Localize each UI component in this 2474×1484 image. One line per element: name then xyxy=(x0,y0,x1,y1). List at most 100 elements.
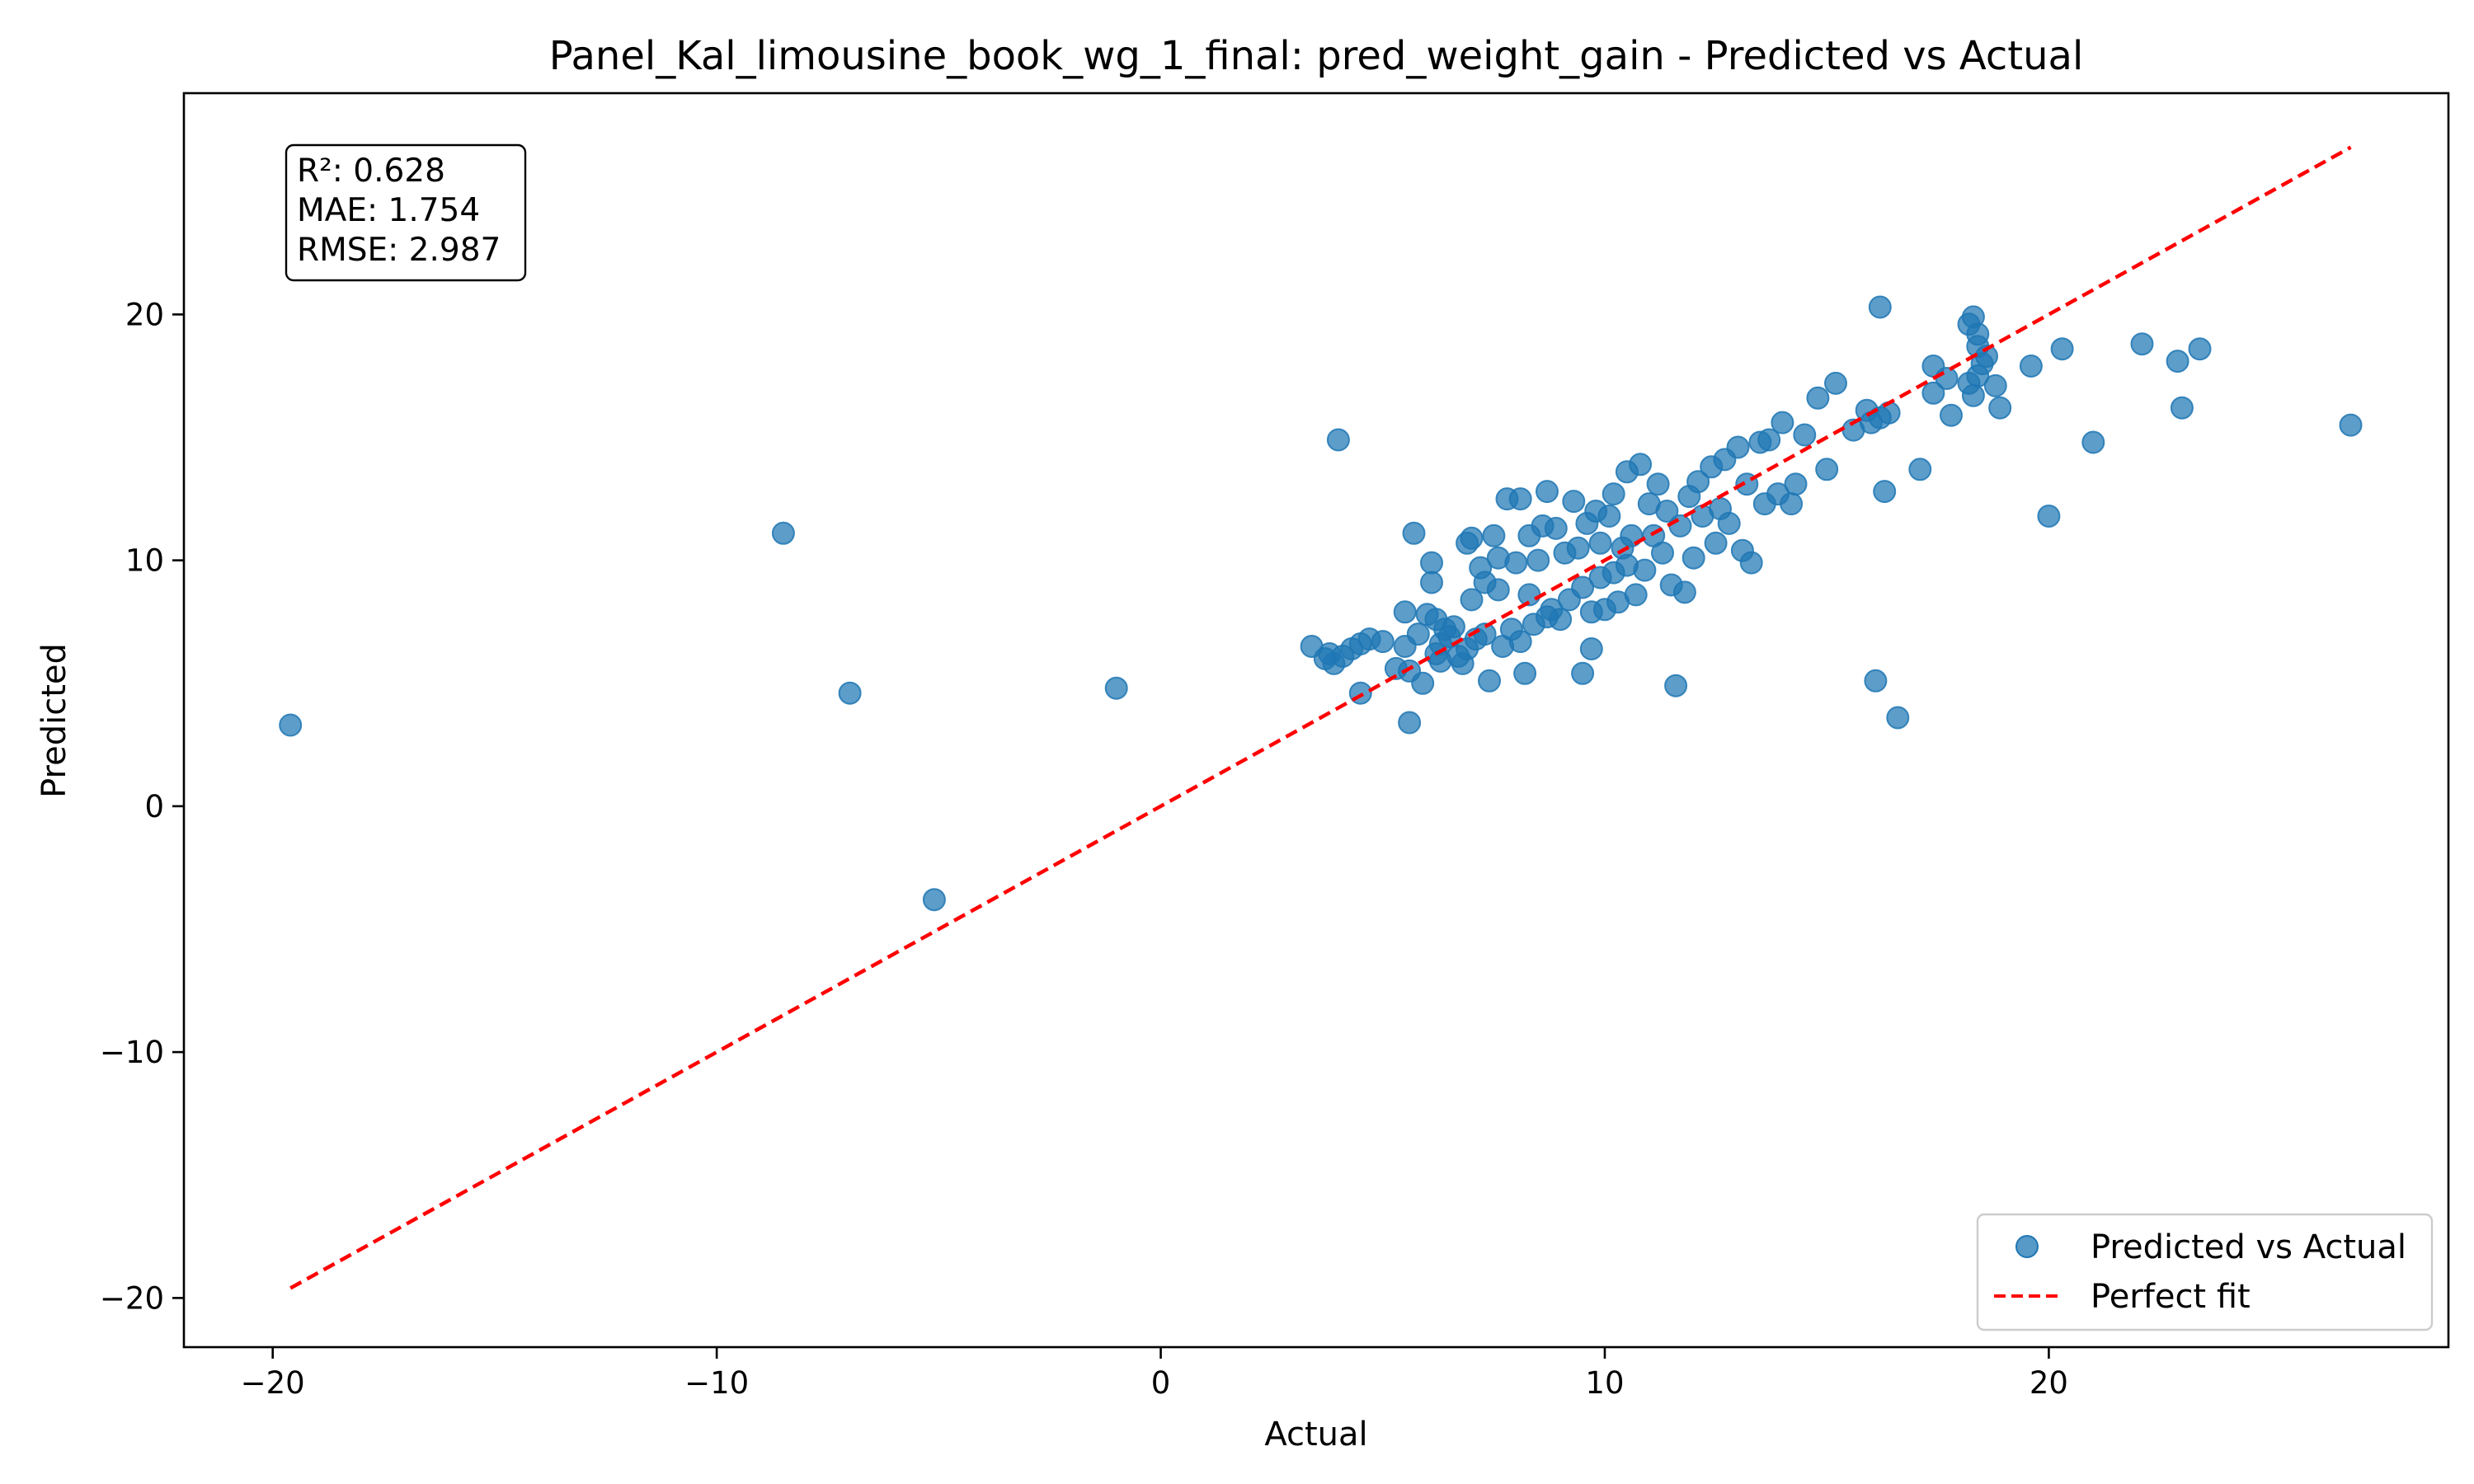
data-point xyxy=(1513,661,1537,685)
data-point xyxy=(1526,548,1550,572)
data-point xyxy=(771,521,795,545)
stats-box: R²: 0.628 MAE: 1.754 RMSE: 2.987 xyxy=(285,143,527,282)
y-tick-label: −20 xyxy=(100,1280,164,1316)
stats-box-frame xyxy=(285,143,527,282)
data-point xyxy=(1442,615,1465,639)
data-point xyxy=(1966,322,1990,346)
data-point xyxy=(1398,711,1422,735)
stats-mae: MAE: 1.754 xyxy=(297,192,480,229)
data-point xyxy=(2339,413,2363,437)
data-point xyxy=(1815,458,1839,481)
data-point xyxy=(1406,622,1430,646)
data-point xyxy=(1704,531,1728,555)
data-point xyxy=(838,681,862,705)
y-axis-ticks: −20 −10 0 10 20 xyxy=(100,297,184,1316)
data-point xyxy=(1940,403,1963,427)
data-point xyxy=(1571,575,1595,599)
x-tick-label: −20 xyxy=(241,1365,305,1401)
data-point xyxy=(1655,500,1679,523)
chart-title: Panel_Kal_limousine_book_wg_1_final: pre… xyxy=(549,33,2084,79)
data-point xyxy=(2081,430,2105,454)
data-point xyxy=(1771,411,1794,434)
data-point xyxy=(1571,661,1595,685)
data-point xyxy=(1806,386,1830,410)
data-point xyxy=(1672,580,1696,604)
data-point xyxy=(1371,630,1395,654)
legend-marker-scatter xyxy=(2015,1235,2039,1258)
data-point xyxy=(1104,676,1128,700)
data-point xyxy=(1873,480,1897,504)
data-point xyxy=(1579,637,1603,660)
data-point xyxy=(1793,423,1817,447)
data-point xyxy=(1508,487,1532,511)
data-point xyxy=(1588,531,1612,555)
x-tick-label: −10 xyxy=(684,1365,749,1401)
data-point xyxy=(2037,505,2061,528)
data-point xyxy=(1536,480,1559,504)
x-axis-ticks: −20 −10 0 10 20 xyxy=(241,1347,2068,1401)
legend: Predicted vs Actual Perfect fit xyxy=(1976,1213,2434,1331)
data-point xyxy=(2188,337,2212,361)
data-point xyxy=(1681,546,1705,570)
data-point xyxy=(1602,482,1625,506)
data-point xyxy=(1886,706,1910,730)
data-point xyxy=(1629,453,1653,477)
stats-r2: R²: 0.628 xyxy=(297,153,445,190)
data-point xyxy=(1717,511,1741,535)
data-point xyxy=(1508,630,1532,654)
data-point xyxy=(2130,332,2154,356)
data-point xyxy=(2019,355,2043,378)
perfect-fit-line xyxy=(289,145,2352,1290)
data-point xyxy=(1420,571,1443,594)
points-layer xyxy=(279,295,2363,912)
legend-label-line: Perfect fit xyxy=(2091,1278,2251,1316)
y-tick-label: 0 xyxy=(144,789,164,824)
data-point xyxy=(1868,295,1892,319)
data-point xyxy=(1757,428,1781,452)
data-point xyxy=(1961,383,1985,407)
legend-frame xyxy=(1976,1213,2434,1331)
data-point xyxy=(1668,514,1692,538)
data-point xyxy=(1864,669,1888,693)
data-point xyxy=(2170,396,2194,420)
x-axis-label: Actual xyxy=(1264,1416,1367,1453)
data-point xyxy=(1482,524,1506,547)
data-point xyxy=(1877,401,1901,425)
data-point xyxy=(1549,608,1573,632)
data-point xyxy=(1460,588,1484,612)
y-tick-label: 20 xyxy=(125,297,164,332)
data-point xyxy=(1651,541,1674,565)
data-point xyxy=(1566,536,1590,560)
data-point xyxy=(1486,578,1510,602)
data-point xyxy=(1646,472,1670,496)
data-point xyxy=(2166,350,2189,373)
data-point xyxy=(1393,600,1417,624)
data-point xyxy=(1686,470,1710,494)
y-tick-label: 10 xyxy=(125,543,164,579)
x-tick-label: 10 xyxy=(1585,1365,1624,1401)
data-point xyxy=(1504,551,1528,575)
data-point xyxy=(1921,381,1945,405)
fit-line-layer xyxy=(289,145,2352,1290)
data-point xyxy=(1597,505,1621,528)
data-point xyxy=(1411,671,1435,695)
data-point xyxy=(1402,521,1426,545)
data-point xyxy=(1420,551,1443,575)
data-point xyxy=(1784,472,1808,496)
data-point xyxy=(1326,428,1350,452)
data-point xyxy=(1517,583,1541,607)
data-point xyxy=(1908,458,1932,481)
x-tick-label: 0 xyxy=(1151,1365,1171,1401)
data-point xyxy=(1633,558,1657,582)
data-point xyxy=(1562,490,1586,514)
data-point xyxy=(1460,526,1484,550)
data-point xyxy=(279,713,303,737)
data-point xyxy=(1824,371,1847,395)
data-point xyxy=(1544,516,1568,540)
data-point xyxy=(1624,583,1648,607)
data-point xyxy=(1988,396,2012,420)
plot-frame xyxy=(182,92,2450,1349)
y-axis-label: Predicted xyxy=(35,643,73,798)
data-point xyxy=(1664,674,1688,697)
